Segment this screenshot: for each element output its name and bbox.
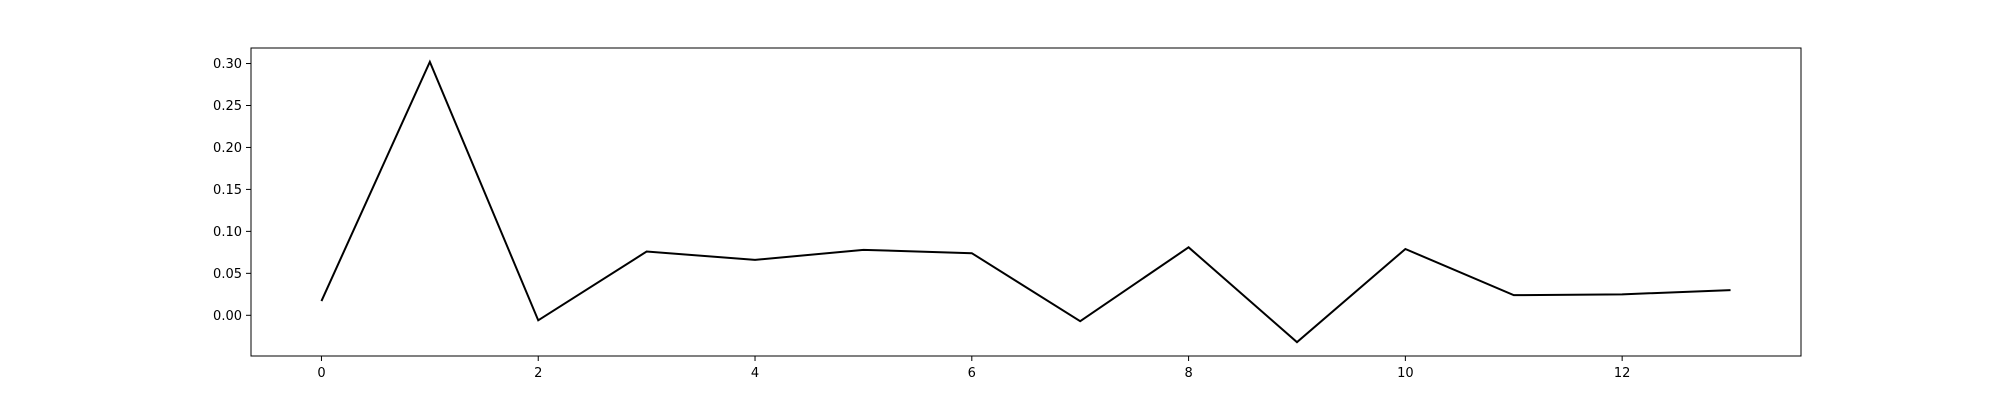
x-tick-label: 2 [534,366,542,381]
plot-frame [250,47,1802,357]
x-tick-label: 8 [1184,366,1192,381]
y-tick-label: 0.20 [213,141,242,156]
x-axis-ticks: 0 2 4 6 8 10 12 [317,356,1630,381]
y-tick-label: 0.10 [213,225,242,240]
y-tick-label: 0.15 [213,183,242,198]
y-tick-label: 0.00 [213,309,242,324]
series-line [320,59,1731,344]
series-group [320,59,1731,344]
x-tick-label: 12 [1614,366,1631,381]
x-tick-label: 0 [317,366,325,381]
y-tick-label: 0.05 [213,267,242,282]
x-tick-label: 10 [1397,366,1414,381]
y-axis-ticks: 0.00 0.05 0.10 0.15 0.20 0.25 0.30 [213,57,251,324]
x-tick-label: 4 [751,366,759,381]
x-tick-label: 6 [968,366,976,381]
y-tick-label: 0.25 [213,99,242,114]
y-tick-label: 0.30 [213,57,242,72]
